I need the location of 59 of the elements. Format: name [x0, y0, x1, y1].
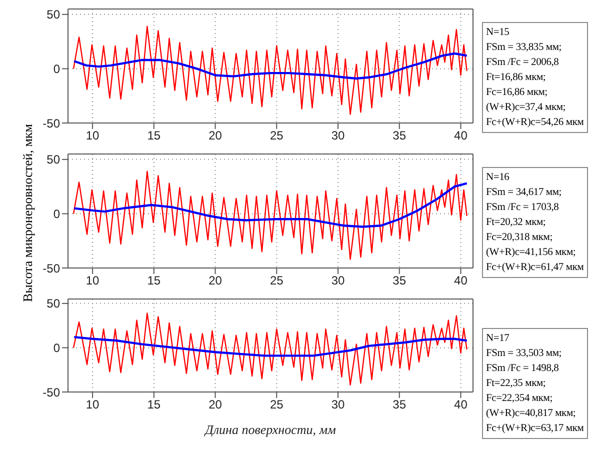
y-tick-label: 50	[46, 152, 60, 167]
text: (W+R)c=37,4 мкм;	[486, 101, 567, 115]
x-tick-label: 30	[331, 274, 345, 288]
y-tick-label: -50	[42, 261, 60, 276]
text: Fc+(W+R)c=61,47 мкм	[486, 261, 584, 275]
text: (W+R)c=41,156 мкм;	[486, 246, 577, 260]
text: FSm /Fc = 2006,8	[486, 56, 560, 70]
text: N=16	[486, 171, 510, 185]
x-tick-label: 40	[454, 128, 468, 143]
x-tick-label: 40	[454, 274, 468, 288]
text: Fc=22,354 мкм;	[486, 392, 554, 406]
y-tick-label: -50	[42, 385, 60, 400]
y-axis-title: Высота микронеровностей, мкм	[20, 123, 36, 304]
text: FSm /Fc = 1498,8	[486, 362, 560, 376]
x-tick-label: 20	[208, 128, 222, 143]
y-tick-label: 0	[53, 206, 60, 221]
text: FSm = 33,835 мм;	[486, 41, 563, 55]
x-axis-title: Длина поверхности, мм	[203, 422, 336, 437]
x-tick-label: 15	[147, 128, 161, 143]
x-tick-label: 30	[331, 128, 345, 143]
x-tick-label: 35	[392, 274, 406, 288]
x-tick-label: 15	[147, 398, 161, 412]
y-tick-label: 0	[53, 62, 60, 76]
text: (W+R)c=40,817 мкм;	[486, 407, 577, 421]
line-series	[73, 52, 468, 80]
x-tick-label: 20	[208, 398, 222, 412]
x-tick-label: 15	[147, 274, 161, 288]
y-tick-label: 50	[46, 8, 60, 22]
x-tick-label: 40	[454, 398, 468, 412]
x-tick-label: 30	[331, 398, 345, 412]
text: FSm /Fc = 1703,8	[486, 201, 560, 215]
text: Fc=16,86 мкм;	[486, 86, 548, 100]
x-tick-label: 25	[270, 274, 284, 288]
text: Ft=16,86 мкм;	[486, 71, 547, 85]
x-tick-label: 10	[86, 128, 100, 143]
x-tick-label: 35	[392, 128, 406, 143]
line-series	[73, 182, 468, 228]
line-series	[73, 336, 468, 357]
text: Fc=20,318 мкм;	[486, 231, 554, 245]
y-tick-label: -50	[42, 116, 60, 130]
text: FSm = 33,503 мм;	[486, 347, 563, 361]
line-series	[72, 26, 468, 115]
x-tick-label: 10	[86, 274, 100, 288]
line-series	[72, 170, 468, 260]
line-series	[72, 312, 468, 386]
text: FSm = 34,617 мм;	[486, 186, 563, 200]
text: Ft=22,35 мкм;	[486, 377, 547, 391]
x-tick-label: 10	[86, 398, 100, 412]
y-tick-label: 0	[53, 340, 60, 355]
x-tick-label: 20	[208, 274, 222, 288]
text: Fc+(W+R)c=54,26 мкм	[486, 116, 584, 130]
text: Fc+(W+R)c=63,17 мкм	[486, 422, 584, 436]
x-tick-label: 25	[270, 398, 284, 412]
x-tick-label: 25	[270, 128, 284, 143]
y-tick-label: 50	[46, 296, 60, 311]
x-tick-label: 35	[392, 398, 406, 412]
text: N=15	[486, 26, 510, 40]
text: Ft=20,32 мкм;	[486, 216, 547, 230]
text: N=17	[486, 332, 510, 346]
